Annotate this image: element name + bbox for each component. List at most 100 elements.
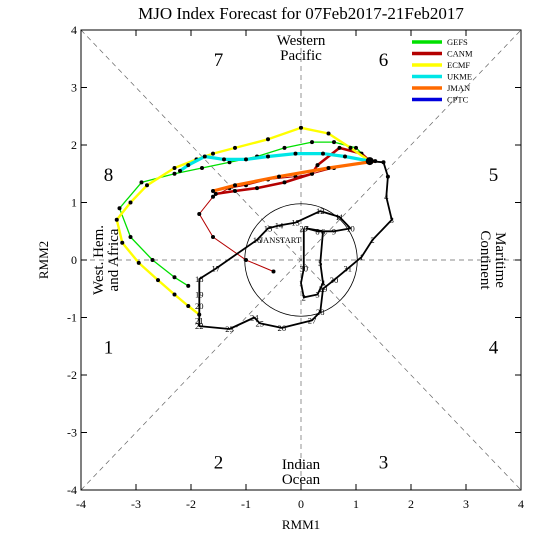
observed-day-label: 26 xyxy=(278,323,287,333)
observed-day-label: 1 xyxy=(359,252,363,262)
series-point xyxy=(172,292,177,297)
observed-day-label: 12 xyxy=(316,206,325,216)
region-label-left: West. Hem. xyxy=(91,225,107,295)
x-axis-label: RMM1 xyxy=(282,517,320,532)
series-point xyxy=(178,168,182,173)
region-label-top: Pacific xyxy=(280,48,322,64)
series-point xyxy=(337,145,342,150)
y-tick-label: 0 xyxy=(71,253,77,267)
series-point xyxy=(186,163,191,168)
series-ecmf xyxy=(114,125,372,317)
y-axis-label: RMM2 xyxy=(36,241,51,279)
observed-day-label: 13 xyxy=(291,218,300,228)
start-ensemble-point xyxy=(211,235,215,239)
region-label-left: and Africa xyxy=(106,228,122,291)
observed-day-label: 5 xyxy=(318,258,322,268)
legend-label: GEFS xyxy=(447,37,468,47)
y-tick-label: -1 xyxy=(67,311,77,325)
series-line xyxy=(179,152,371,173)
y-tick-label: 3 xyxy=(71,81,77,95)
region-label-top: Western xyxy=(277,33,326,49)
observed-day-label: 17 xyxy=(212,264,221,274)
legend-item-jman: JMAN xyxy=(412,83,470,93)
series-line xyxy=(115,126,371,316)
observed-day-label: 29 xyxy=(300,223,309,233)
series-point xyxy=(128,200,133,205)
series-point xyxy=(233,183,237,188)
observed-day-label: 31 xyxy=(344,264,353,274)
observed-day-label: 18 xyxy=(195,274,204,284)
series-point xyxy=(117,206,122,211)
phase-number: 5 xyxy=(489,165,499,186)
observed-day-label: 19 xyxy=(195,290,204,300)
y-tick-label: -2 xyxy=(67,368,77,382)
x-tick-label: 4 xyxy=(518,497,524,511)
start-ensemble-point xyxy=(197,212,202,216)
observed-end-marker xyxy=(365,157,374,166)
observed-day-label: 30 xyxy=(300,264,309,274)
observed-day-label: 4 xyxy=(384,192,389,202)
legend-label: JMAN xyxy=(447,83,470,93)
legend-label: ECMF xyxy=(447,60,470,70)
region-label-right: Maritime xyxy=(492,232,508,288)
series-point xyxy=(277,174,281,179)
series-point xyxy=(139,180,144,185)
y-tick-label: 2 xyxy=(71,138,77,152)
jan-start-label: JANSTART xyxy=(260,235,302,245)
series-point xyxy=(310,171,314,176)
series-point xyxy=(114,217,119,222)
series-point xyxy=(172,171,177,176)
x-tick-label: 0 xyxy=(298,497,304,511)
phase-number: 7 xyxy=(214,50,224,71)
observed-day-label: 21 xyxy=(195,315,204,325)
y-tick-label: -4 xyxy=(67,483,77,497)
series-point xyxy=(172,166,177,170)
phase-number: 1 xyxy=(104,337,114,358)
legend-label: CPTC xyxy=(447,95,469,105)
series-point xyxy=(172,275,177,280)
series-point xyxy=(315,163,320,168)
series-point xyxy=(282,145,287,150)
chart-title: MJO Index Forecast for 07Feb2017-21Feb20… xyxy=(138,4,464,23)
observed-day-label: 23 xyxy=(225,324,234,334)
region-label-bottom: Ocean xyxy=(282,472,321,488)
x-tick-label: -4 xyxy=(76,497,86,511)
series-point xyxy=(255,186,259,191)
series-point xyxy=(266,154,270,159)
observed-day-label: 15 xyxy=(264,223,273,233)
observed-day-label: 24 xyxy=(250,313,259,323)
observed-day-label: 9 xyxy=(332,226,336,236)
series-point xyxy=(150,258,155,262)
legend-item-gefs: GEFS xyxy=(412,37,468,47)
series-point xyxy=(233,189,237,193)
observed-point xyxy=(385,174,390,179)
series-point xyxy=(321,151,325,156)
legend-label: UKME xyxy=(447,72,472,82)
phase-number: 8 xyxy=(104,165,114,186)
phase-number: 4 xyxy=(489,337,499,358)
legend-label: CANM xyxy=(447,49,473,59)
series-point xyxy=(332,140,336,145)
start-ensemble-line xyxy=(198,167,335,272)
region-label-bottom: Indian xyxy=(282,457,321,473)
observed-day-label: 30 xyxy=(330,275,339,285)
series-point xyxy=(299,125,303,130)
phase-number: 6 xyxy=(379,50,389,71)
series-point xyxy=(186,283,191,288)
observed-day-label: 27 xyxy=(308,315,317,325)
observed-day-label: 3 xyxy=(390,215,394,225)
observed-day-label: 8 xyxy=(315,226,319,236)
observed-day-label: 22 xyxy=(195,321,204,331)
observed-day-label: 7 xyxy=(304,223,308,233)
x-tick-label: -3 xyxy=(131,497,141,511)
y-tick-label: 4 xyxy=(71,23,77,37)
region-label-right: Continent xyxy=(477,230,493,290)
observed-line xyxy=(198,160,393,330)
series-point xyxy=(266,137,270,142)
observed-day-label: 1 xyxy=(299,278,303,288)
y-tick-label: 1 xyxy=(71,196,77,210)
